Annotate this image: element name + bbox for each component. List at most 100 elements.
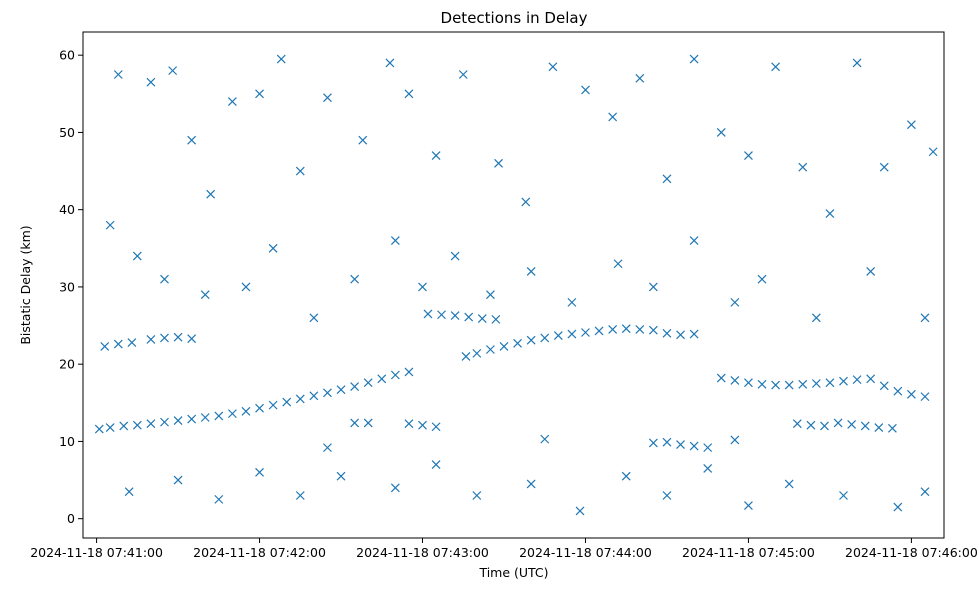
data-point <box>168 66 178 76</box>
data-point <box>241 282 251 292</box>
data-point <box>581 328 590 337</box>
data-point <box>494 158 503 168</box>
data-point <box>295 394 305 404</box>
data-point <box>437 310 446 320</box>
data-point <box>513 338 522 348</box>
data-point <box>847 420 857 429</box>
data-point <box>146 419 156 429</box>
data-point <box>825 378 835 388</box>
data-point <box>833 418 843 428</box>
x-axis: 2024-11-18 07:41:00 2024-11-18 07:42:00 20… <box>30 538 978 560</box>
chart-title: Detections in Delay <box>441 9 588 27</box>
data-point <box>255 467 264 477</box>
data-point <box>784 479 794 489</box>
data-point <box>608 112 618 122</box>
data-point <box>771 380 781 390</box>
data-point <box>839 491 848 500</box>
data-point <box>418 420 427 430</box>
data-point <box>526 335 536 345</box>
data-point <box>113 70 123 79</box>
data-point <box>662 491 672 500</box>
data-point <box>323 443 332 453</box>
data-point <box>124 487 134 497</box>
data-point <box>461 352 471 361</box>
data-point <box>689 329 699 339</box>
data-point <box>820 421 829 431</box>
data-point <box>648 325 658 335</box>
data-point <box>206 189 216 199</box>
data-point <box>730 375 740 385</box>
x-tick-label: 2024-11-18 07:44:00 <box>519 545 652 560</box>
data-point <box>336 471 346 481</box>
y-axis: 0 10 20 30 40 50 60 <box>59 48 83 526</box>
data-point <box>431 422 441 432</box>
data-point <box>127 338 137 347</box>
plot-frame <box>82 31 945 539</box>
data-point <box>798 162 808 172</box>
y-tick-label: 30 <box>59 279 75 294</box>
data-point <box>703 443 713 453</box>
data-point <box>309 391 319 401</box>
data-point <box>491 314 501 324</box>
data-point <box>94 424 104 434</box>
data-point <box>839 376 848 386</box>
data-point <box>187 135 197 145</box>
data-point <box>757 379 767 389</box>
data-point <box>173 416 183 426</box>
data-point <box>146 77 156 87</box>
y-tick-label: 0 <box>67 511 75 526</box>
data-point <box>567 329 577 339</box>
data-point <box>336 385 346 395</box>
data-point <box>676 440 685 449</box>
data-point <box>594 326 604 336</box>
data-point <box>716 373 726 383</box>
data-point <box>309 313 319 323</box>
data-point <box>730 435 740 445</box>
data-point <box>906 389 916 399</box>
data-point <box>662 328 672 338</box>
data-point <box>798 379 808 389</box>
data-point <box>906 120 916 130</box>
data-point <box>431 460 441 470</box>
data-point <box>105 220 115 230</box>
data-point <box>866 374 876 384</box>
data-point <box>132 251 142 261</box>
data-point <box>866 267 876 276</box>
data-point <box>806 420 816 430</box>
data-point <box>920 392 930 402</box>
data-point <box>241 406 251 416</box>
data-point <box>385 58 395 68</box>
data-point <box>852 58 862 68</box>
data-point <box>621 471 631 481</box>
data-point <box>648 282 658 292</box>
data-point <box>744 501 753 510</box>
data-point <box>581 85 590 95</box>
data-point <box>811 379 821 388</box>
data-point <box>187 414 197 424</box>
data-point <box>526 479 536 489</box>
marker-layer <box>94 54 938 516</box>
data-point <box>472 348 482 358</box>
data-point <box>635 324 645 334</box>
data-point <box>499 341 509 351</box>
data-point <box>662 437 672 447</box>
data-point <box>160 274 169 284</box>
data-point <box>132 420 142 430</box>
data-point <box>450 251 460 261</box>
data-point <box>464 312 474 322</box>
data-point <box>431 151 441 161</box>
data-point <box>173 475 183 485</box>
data-point <box>390 483 400 493</box>
data-point <box>575 506 585 516</box>
data-point <box>295 491 305 500</box>
data-point <box>227 409 237 419</box>
data-point <box>100 341 110 351</box>
data-point <box>200 413 210 422</box>
data-point <box>418 282 427 292</box>
y-axis-label: Bistatic Delay (km) <box>18 225 33 344</box>
data-point <box>160 333 169 343</box>
data-point <box>146 335 156 344</box>
data-point <box>893 386 903 396</box>
data-point <box>350 418 360 428</box>
data-point <box>200 290 210 300</box>
